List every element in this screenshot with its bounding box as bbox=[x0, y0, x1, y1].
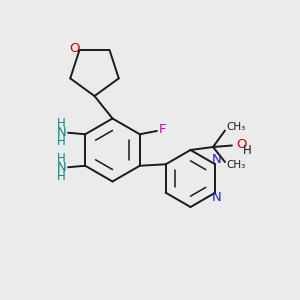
Text: H: H bbox=[57, 117, 66, 130]
Text: N: N bbox=[56, 161, 66, 174]
Text: N: N bbox=[212, 191, 221, 204]
Text: H: H bbox=[242, 144, 251, 158]
Text: O: O bbox=[236, 138, 247, 152]
Text: H: H bbox=[57, 135, 66, 148]
Text: H: H bbox=[57, 152, 66, 165]
Text: F: F bbox=[158, 123, 166, 136]
Text: CH₃: CH₃ bbox=[226, 160, 246, 170]
Text: H: H bbox=[57, 170, 66, 183]
Text: CH₃: CH₃ bbox=[226, 122, 246, 133]
Text: O: O bbox=[69, 42, 80, 55]
Text: N: N bbox=[56, 126, 66, 139]
Text: N: N bbox=[212, 153, 221, 166]
